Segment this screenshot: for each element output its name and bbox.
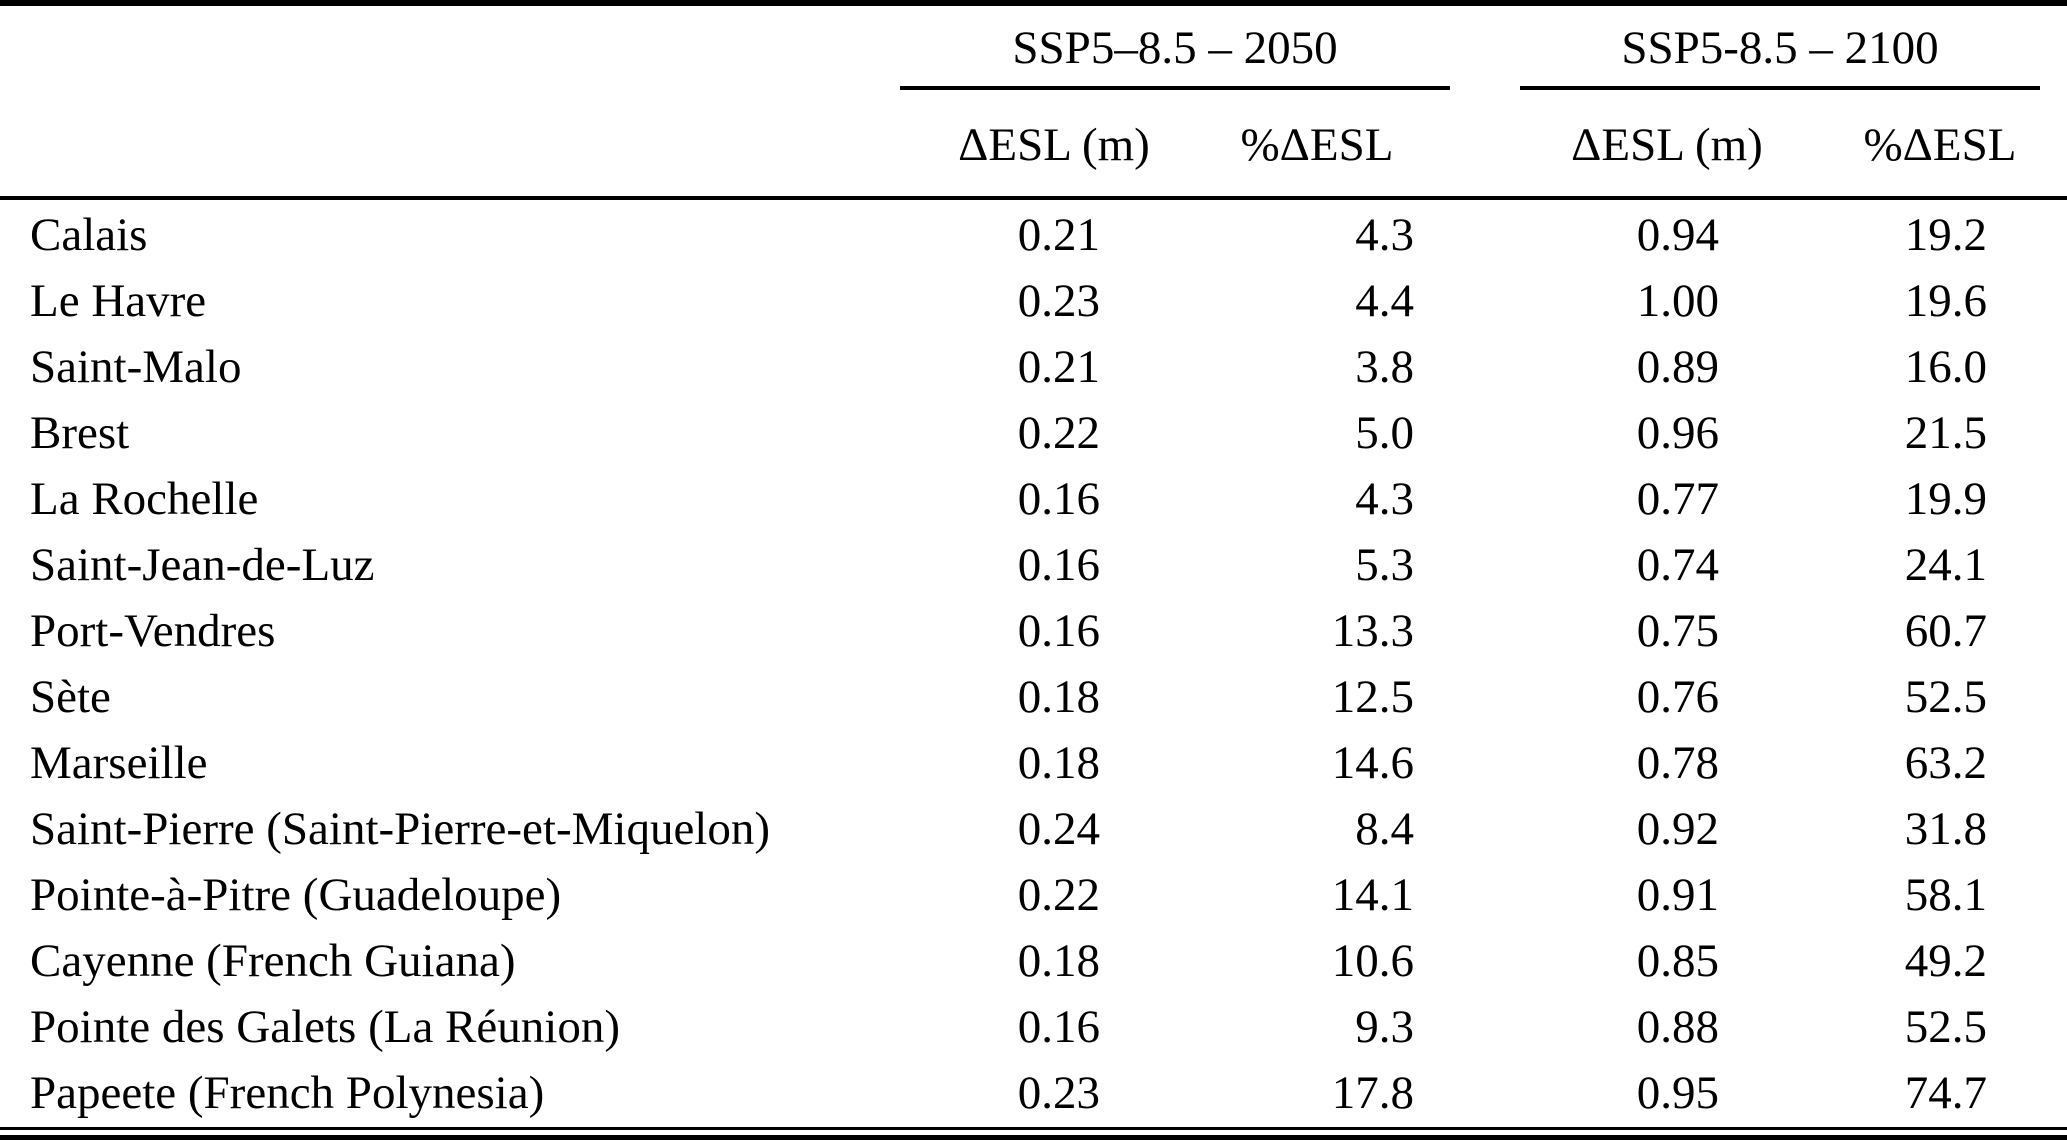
- table-row: Sète 0.18 12.5 0.76 52.5: [0, 664, 2067, 730]
- esl-2100-cell: 0.94: [1636, 209, 1719, 261]
- table-row: Port-Vendres 0.16 13.3 0.75 60.7: [0, 598, 2067, 664]
- pct-2100-cell: 19.6: [1904, 275, 1987, 327]
- esl-2050-cell: 0.22: [1017, 407, 1100, 459]
- table-row: Calais 0.21 4.3 0.94 19.2: [0, 202, 2067, 268]
- esl-2050-cell: 0.18: [1017, 935, 1100, 987]
- location-cell: La Rochelle: [30, 473, 259, 525]
- location-cell: Marseille: [30, 737, 208, 789]
- location-cell: Saint-Jean-de-Luz: [30, 539, 375, 591]
- esl-2100-cell: 0.78: [1636, 737, 1719, 789]
- group-header-ssp585-2050: SSP5–8.5 – 2050: [1012, 22, 1338, 74]
- location-cell: Brest: [30, 407, 130, 459]
- pct-2050-cell: 4.3: [1355, 209, 1414, 261]
- esl-2050-cell: 0.24: [1017, 803, 1100, 855]
- header-rule: [0, 196, 2067, 200]
- table-row: Saint-Pierre (Saint-Pierre-et-Miquelon) …: [0, 796, 2067, 862]
- esl-2100-cell: 0.95: [1636, 1067, 1719, 1119]
- pct-2100-cell: 58.1: [1904, 869, 1987, 921]
- pct-2100-cell: 31.8: [1904, 803, 1987, 855]
- table-row: Marseille 0.18 14.6 0.78 63.2: [0, 730, 2067, 796]
- esl-2100-cell: 0.75: [1636, 605, 1719, 657]
- esl-2100-cell: 0.88: [1636, 1001, 1719, 1053]
- table-body: Calais 0.21 4.3 0.94 19.2 Le Havre 0.23 …: [0, 202, 2067, 1126]
- pct-2100-cell: 24.1: [1904, 539, 1987, 591]
- pct-2050-cell: 5.3: [1355, 539, 1414, 591]
- esl-2050-cell: 0.18: [1017, 671, 1100, 723]
- table-row: Pointe des Galets (La Réunion) 0.16 9.3 …: [0, 994, 2067, 1060]
- pct-2050-cell: 3.8: [1355, 341, 1414, 393]
- pct-2050-cell: 14.1: [1331, 869, 1414, 921]
- pct-2100-cell: 60.7: [1904, 605, 1987, 657]
- location-cell: Saint-Malo: [30, 341, 242, 393]
- col-header-desl-2050: ΔESL (m): [958, 119, 1150, 171]
- location-cell: Calais: [30, 209, 148, 261]
- pct-2050-cell: 9.3: [1355, 1001, 1414, 1053]
- pct-2100-cell: 19.2: [1904, 209, 1987, 261]
- esl-2100-cell: 0.89: [1636, 341, 1719, 393]
- group-header-ssp585-2100: SSP5-8.5 – 2100: [1621, 22, 1939, 74]
- location-cell: Sète: [30, 671, 111, 723]
- pct-2050-cell: 8.4: [1355, 803, 1414, 855]
- esl-2050-cell: 0.23: [1017, 275, 1100, 327]
- pct-2100-cell: 21.5: [1904, 407, 1987, 459]
- table-row: Pointe-à-Pitre (Guadeloupe) 0.22 14.1 0.…: [0, 862, 2067, 928]
- table-row: Cayenne (French Guiana) 0.18 10.6 0.85 4…: [0, 928, 2067, 994]
- table-row: La Rochelle 0.16 4.3 0.77 19.9: [0, 466, 2067, 532]
- pct-2050-cell: 14.6: [1331, 737, 1414, 789]
- table-row: Saint-Malo 0.21 3.8 0.89 16.0: [0, 334, 2067, 400]
- group-rule-2050: [900, 86, 1450, 90]
- group-rule-2100: [1520, 86, 2040, 90]
- esl-2050-cell: 0.16: [1017, 539, 1100, 591]
- table-top-rule: [0, 0, 2067, 6]
- location-cell: Port-Vendres: [30, 605, 276, 657]
- esl-2100-cell: 0.91: [1636, 869, 1719, 921]
- esl-2100-cell: 0.92: [1636, 803, 1719, 855]
- pct-2100-cell: 49.2: [1904, 935, 1987, 987]
- esl-2050-cell: 0.21: [1017, 209, 1100, 261]
- location-cell: Pointe-à-Pitre (Guadeloupe): [30, 869, 562, 921]
- table-row: Saint-Jean-de-Luz 0.16 5.3 0.74 24.1: [0, 532, 2067, 598]
- esl-2100-cell: 1.00: [1636, 275, 1719, 327]
- esl-2100-cell: 0.74: [1636, 539, 1719, 591]
- table-row: Brest 0.22 5.0 0.96 21.5: [0, 400, 2067, 466]
- esl-2100-cell: 0.85: [1636, 935, 1719, 987]
- esl-2050-cell: 0.22: [1017, 869, 1100, 921]
- pct-2100-cell: 19.9: [1904, 473, 1987, 525]
- esl-2100-cell: 0.96: [1636, 407, 1719, 459]
- esl-2100-cell: 0.77: [1636, 473, 1719, 525]
- location-cell: Papeete (French Polynesia): [30, 1067, 545, 1119]
- col-header-desl-2100: ΔESL (m): [1571, 119, 1763, 171]
- esl-2050-cell: 0.23: [1017, 1067, 1100, 1119]
- pct-2050-cell: 17.8: [1331, 1067, 1414, 1119]
- pct-2050-cell: 12.5: [1331, 671, 1414, 723]
- pct-2100-cell: 74.7: [1904, 1067, 1987, 1119]
- pct-2050-cell: 4.3: [1355, 473, 1414, 525]
- pct-2050-cell: 5.0: [1355, 407, 1414, 459]
- location-cell: Cayenne (French Guiana): [30, 935, 516, 987]
- col-header-pct-2050: %ΔESL: [1240, 119, 1394, 171]
- location-cell: Saint-Pierre (Saint-Pierre-et-Miquelon): [30, 803, 771, 855]
- esl-2050-cell: 0.21: [1017, 341, 1100, 393]
- esl-2050-cell: 0.18: [1017, 737, 1100, 789]
- pct-2050-cell: 13.3: [1331, 605, 1414, 657]
- location-cell: Pointe des Galets (La Réunion): [30, 1001, 620, 1053]
- pct-2050-cell: 10.6: [1331, 935, 1414, 987]
- esl-2050-cell: 0.16: [1017, 605, 1100, 657]
- esl-2050-cell: 0.16: [1017, 473, 1100, 525]
- pct-2100-cell: 52.5: [1904, 1001, 1987, 1053]
- esl-2050-cell: 0.16: [1017, 1001, 1100, 1053]
- pct-2100-cell: 16.0: [1904, 341, 1987, 393]
- pct-2100-cell: 63.2: [1904, 737, 1987, 789]
- location-cell: Le Havre: [30, 275, 207, 327]
- pct-2050-cell: 4.4: [1355, 275, 1414, 327]
- col-header-pct-2100: %ΔESL: [1863, 119, 2017, 171]
- esl-2100-cell: 0.76: [1636, 671, 1719, 723]
- table-bottom-rule-lower: [0, 1135, 2067, 1140]
- table-row: Papeete (French Polynesia) 0.23 17.8 0.9…: [0, 1060, 2067, 1126]
- table-bottom-rule-upper: [0, 1127, 2067, 1130]
- pct-2100-cell: 52.5: [1904, 671, 1987, 723]
- table-row: Le Havre 0.23 4.4 1.00 19.6: [0, 268, 2067, 334]
